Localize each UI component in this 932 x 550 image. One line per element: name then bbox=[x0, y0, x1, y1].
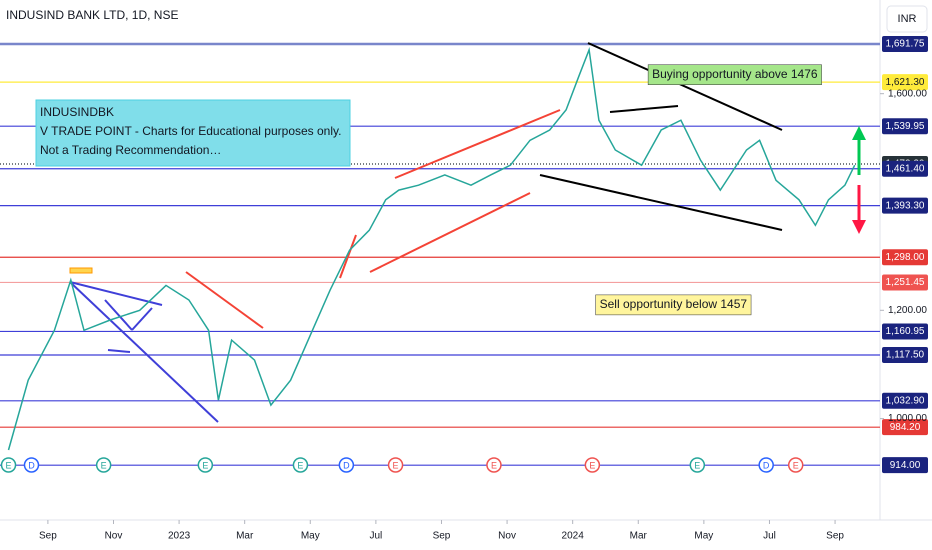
event-label: E bbox=[202, 460, 208, 470]
level-label: 1,621.30 bbox=[886, 77, 925, 88]
arrows bbox=[852, 126, 866, 234]
level-label-box bbox=[882, 35, 928, 52]
event-icon bbox=[787, 457, 804, 473]
event-label: D bbox=[28, 460, 35, 470]
annotation: Sell opportunity below 1457 bbox=[600, 297, 748, 311]
event-icon bbox=[0, 457, 17, 473]
x-tick-label: May bbox=[301, 531, 320, 542]
x-tick-label: Jul bbox=[369, 531, 382, 542]
y-tick-label: 1,200.00 bbox=[888, 305, 927, 316]
level-label: 1,461.40 bbox=[886, 163, 925, 174]
event-icon bbox=[338, 457, 355, 473]
currency-box bbox=[886, 5, 928, 33]
x-tick-label: Mar bbox=[236, 531, 254, 542]
event-label: E bbox=[393, 460, 399, 470]
event-label: E bbox=[101, 460, 107, 470]
level-label-box bbox=[882, 249, 928, 266]
level-label-box bbox=[882, 346, 928, 363]
note-line: V TRADE POINT - Charts for Educational p… bbox=[40, 124, 341, 138]
level-label: 914.00 bbox=[890, 460, 921, 471]
level-label: 1,298.00 bbox=[886, 252, 925, 263]
event-label: E bbox=[491, 460, 497, 470]
currency: INR bbox=[898, 13, 917, 25]
event-icon bbox=[95, 457, 112, 473]
y-tick-label: 1,000.00 bbox=[888, 413, 927, 424]
note: INDUSINDBK V TRADE POINT - Charts for Edu… bbox=[40, 105, 341, 157]
level-label-box bbox=[882, 197, 928, 214]
event-label: D bbox=[343, 460, 350, 470]
x-tick-label: 2024 bbox=[562, 531, 585, 542]
event-icon bbox=[197, 457, 214, 473]
level-label-box bbox=[882, 160, 928, 177]
note-line: Not a Trading Recommendation… bbox=[40, 143, 221, 157]
level-label: 1,393.30 bbox=[886, 200, 925, 211]
level-label-box bbox=[882, 118, 928, 135]
level-label: 1,539.95 bbox=[886, 121, 925, 132]
level-label-box bbox=[882, 274, 928, 291]
level-label-box bbox=[882, 323, 928, 340]
x-tick-label: Sep bbox=[433, 531, 451, 542]
trendlines bbox=[69, 42, 783, 423]
event-icon bbox=[292, 457, 309, 473]
event-icon bbox=[387, 457, 404, 473]
x-tick-label: Jul bbox=[763, 531, 776, 542]
note-box bbox=[35, 99, 351, 167]
level-label: 1,691.75 bbox=[886, 39, 925, 50]
x-tick-label: Sep bbox=[826, 531, 844, 542]
event-icon bbox=[584, 457, 601, 473]
level-label: 984.20 bbox=[890, 422, 921, 433]
event-icon bbox=[486, 457, 502, 473]
level-label-box bbox=[882, 74, 928, 91]
x-tick-label: Nov bbox=[105, 531, 123, 542]
event-label: E bbox=[589, 460, 595, 470]
event-icon bbox=[689, 457, 706, 473]
level-label-box bbox=[882, 419, 928, 436]
level-label-box bbox=[882, 457, 928, 474]
annotation-box bbox=[647, 64, 822, 85]
event-label: E bbox=[6, 460, 12, 470]
event-label: E bbox=[297, 460, 303, 470]
level-label: 1,117.50 bbox=[886, 350, 925, 361]
note-line: INDUSINDBK bbox=[40, 105, 114, 119]
x-tick-label: 2023 bbox=[168, 531, 191, 542]
event-icon bbox=[758, 457, 774, 473]
x-tick-label: May bbox=[694, 531, 713, 542]
x-tick-label: Mar bbox=[630, 531, 648, 542]
chart-title: INDUSIND BANK LTD, 1D, NSE bbox=[6, 8, 178, 22]
annotation-box bbox=[595, 294, 752, 316]
event-icon bbox=[23, 457, 40, 473]
level-label: 1,160.95 bbox=[886, 326, 925, 337]
price-line bbox=[7, 46, 856, 451]
level-label-box bbox=[882, 392, 928, 409]
level-label: 1,251.45 bbox=[886, 277, 925, 288]
y-tick-label: 1,600.00 bbox=[888, 88, 927, 99]
level-label: 1,032.90 bbox=[886, 395, 925, 406]
event-label: E bbox=[694, 460, 700, 470]
x-tick-label: Sep bbox=[39, 531, 57, 542]
event-label: D bbox=[763, 460, 770, 470]
annotation: Buying opportunity above 1476 bbox=[652, 67, 818, 81]
event-label: E bbox=[793, 460, 799, 470]
x-tick-label: Nov bbox=[498, 531, 516, 542]
